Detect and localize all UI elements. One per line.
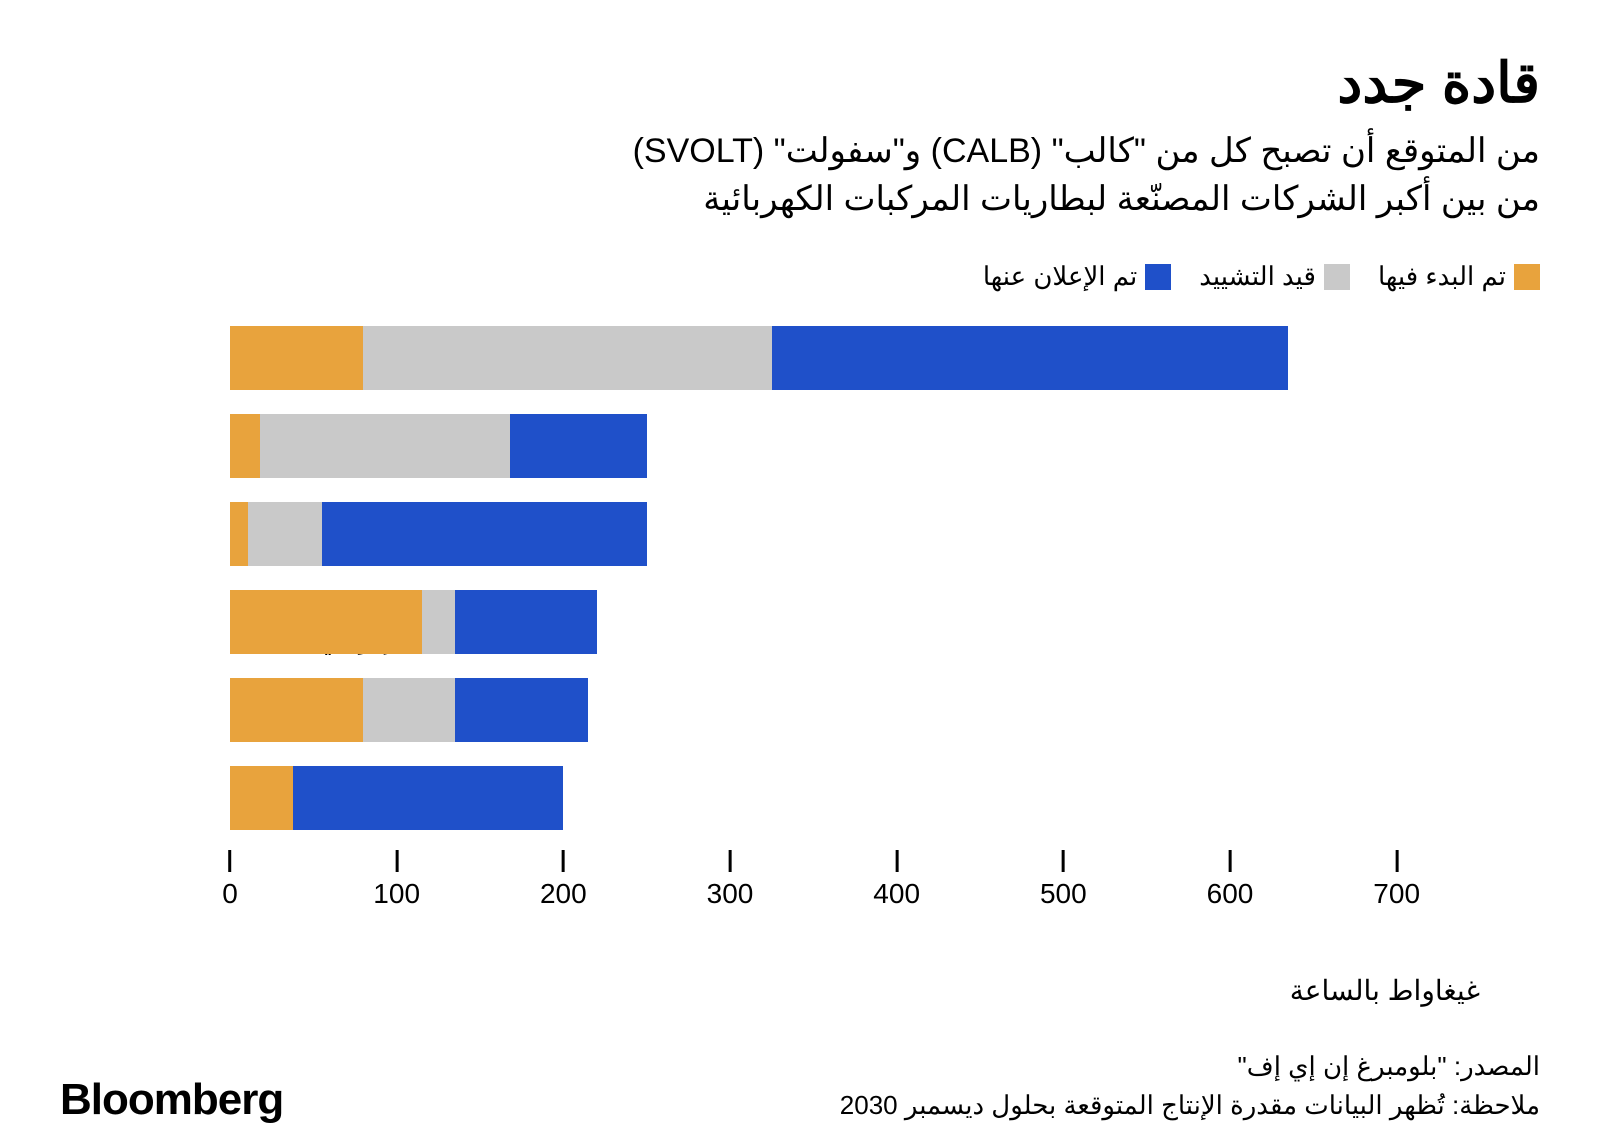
- legend-item: تم الإعلان عنها: [983, 261, 1171, 292]
- bar-segment-started: [230, 502, 248, 566]
- x-tick-mark: [228, 850, 231, 872]
- x-tick-label: 100: [373, 878, 420, 910]
- note-text: ملاحظة: تُظهر البيانات مقدرة الإنتاج الم…: [840, 1086, 1540, 1125]
- bar-segment-started: [230, 414, 260, 478]
- legend-label: تم الإعلان عنها: [983, 261, 1137, 292]
- x-tick: 0: [222, 850, 238, 910]
- legend-swatch: [1145, 264, 1171, 290]
- bar-segment-under_construction: [260, 414, 510, 478]
- bar-track: [230, 590, 1480, 654]
- x-tick-label: 500: [1040, 878, 1087, 910]
- bar-segment-under_construction: [248, 502, 321, 566]
- x-tick-mark: [562, 850, 565, 872]
- x-tick: 700: [1373, 850, 1420, 910]
- x-tick: 500: [1040, 850, 1087, 910]
- legend-item: قيد التشييد: [1199, 261, 1350, 292]
- bar-row: "سفولت": [230, 502, 1480, 566]
- bar-segment-started: [230, 678, 363, 742]
- chart-area: "كاتل" "كالب" "سفولت" "ال جي إنرجي" "بي واي …: [60, 316, 1540, 1007]
- bar-row: "ال جي إنرجي": [230, 590, 1480, 654]
- chart-header: قادة جدد من المتوقع أن تصبح كل من "كالب"…: [60, 50, 1540, 223]
- x-axis: 0 100 200 300 400 500 600 700: [60, 850, 1540, 910]
- x-axis-label: غيغاواط بالساعة: [60, 974, 1540, 1007]
- x-tick: 400: [873, 850, 920, 910]
- bar-segment-announced: [293, 766, 563, 830]
- source-text: المصدر: "بلومبرغ إن إي إف": [840, 1047, 1540, 1086]
- x-tick: 200: [540, 850, 587, 910]
- x-tick-label: 600: [1207, 878, 1254, 910]
- bar-track: [230, 502, 1480, 566]
- chart-subtitle-line2: من بين أكبر الشركات المصنّعة لبطاريات ال…: [60, 176, 1540, 224]
- legend-label: قيد التشييد: [1199, 261, 1316, 292]
- x-tick-mark: [895, 850, 898, 872]
- legend-item: تم البدء فيها: [1378, 261, 1540, 292]
- bar-row: "كالب": [230, 414, 1480, 478]
- chart-title: قادة جدد: [60, 50, 1540, 116]
- x-tick-mark: [729, 850, 732, 872]
- x-tick-mark: [1062, 850, 1065, 872]
- bar-segment-under_construction: [363, 326, 771, 390]
- bar-track: [230, 414, 1480, 478]
- x-tick: 600: [1207, 850, 1254, 910]
- bar-segment-announced: [455, 590, 597, 654]
- legend-label: تم البدء فيها: [1378, 261, 1506, 292]
- bar-segment-started: [230, 326, 363, 390]
- bar-track: [230, 678, 1480, 742]
- bar-segment-started: [230, 766, 293, 830]
- x-tick-label: 300: [707, 878, 754, 910]
- bar-segment-under_construction: [422, 590, 455, 654]
- bar-row: "إيف إنرجي": [230, 766, 1480, 830]
- legend-swatch: [1514, 264, 1540, 290]
- x-tick-label: 200: [540, 878, 587, 910]
- bar-segment-announced: [322, 502, 647, 566]
- x-tick-label: 0: [222, 878, 238, 910]
- bar-row: "بي واي دي": [230, 678, 1480, 742]
- brand-logo: Bloomberg: [60, 1075, 283, 1125]
- bar-segment-announced: [455, 678, 588, 742]
- x-tick: 300: [707, 850, 754, 910]
- x-tick-mark: [1395, 850, 1398, 872]
- chart-subtitle-line1: من المتوقع أن تصبح كل من "كالب" (CALB) و…: [60, 128, 1540, 176]
- bars-container: "كاتل" "كالب" "سفولت" "ال جي إنرجي" "بي واي …: [60, 316, 1540, 830]
- x-tick-mark: [1229, 850, 1232, 872]
- x-tick-mark: [395, 850, 398, 872]
- bar-segment-announced: [510, 414, 647, 478]
- x-tick-label: 700: [1373, 878, 1420, 910]
- bar-track: [230, 326, 1480, 390]
- x-tick: 100: [373, 850, 420, 910]
- legend-swatch: [1324, 264, 1350, 290]
- bar-segment-announced: [772, 326, 1289, 390]
- bar-segment-started: [230, 590, 422, 654]
- x-tick-label: 400: [873, 878, 920, 910]
- bar-track: [230, 766, 1480, 830]
- bar-row: "كاتل": [230, 326, 1480, 390]
- bar-segment-under_construction: [363, 678, 455, 742]
- footer-notes: المصدر: "بلومبرغ إن إي إف" ملاحظة: تُظهر…: [840, 1047, 1540, 1125]
- chart-footer: Bloomberg المصدر: "بلومبرغ إن إي إف" ملا…: [60, 1047, 1540, 1125]
- chart-legend: تم البدء فيها قيد التشييد تم الإعلان عنها: [60, 261, 1540, 292]
